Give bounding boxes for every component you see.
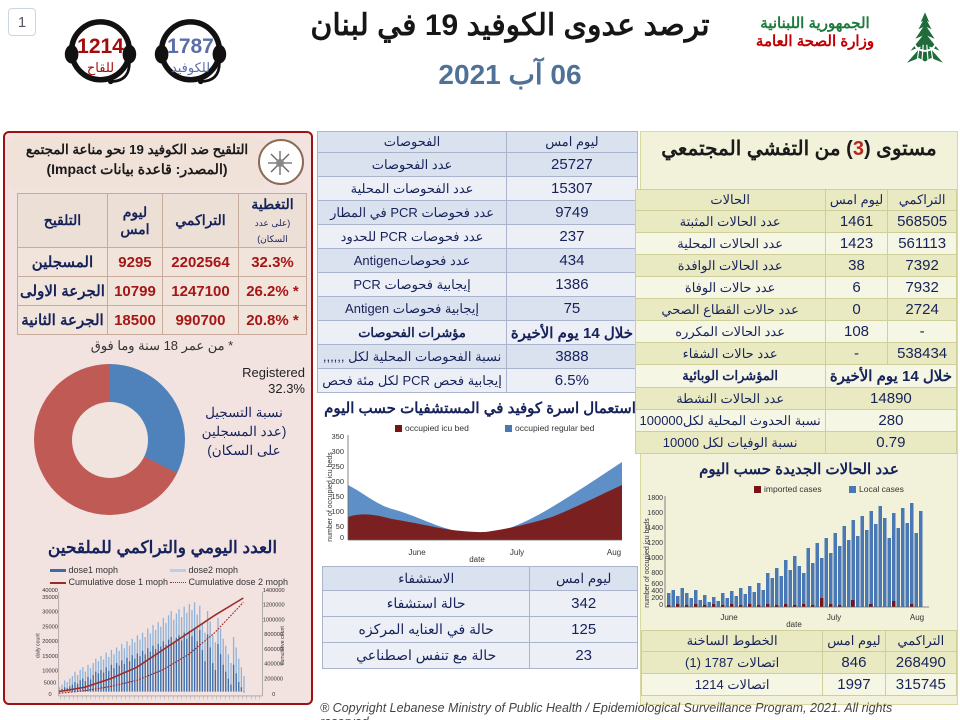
svg-text:occupied regular bed: occupied regular bed bbox=[515, 423, 595, 433]
svg-text:1800: 1800 bbox=[647, 495, 663, 502]
svg-text:number of occupied icu beds: number of occupied icu beds bbox=[327, 452, 334, 542]
svg-text:15000: 15000 bbox=[42, 654, 58, 660]
svg-text:Local cases: Local cases bbox=[859, 484, 904, 494]
svg-text:800: 800 bbox=[651, 570, 663, 577]
svg-text:20000: 20000 bbox=[42, 639, 58, 645]
svg-text:25000: 25000 bbox=[42, 624, 58, 630]
svg-text:10000: 10000 bbox=[42, 669, 58, 675]
svg-text:1400000: 1400000 bbox=[263, 588, 285, 594]
svg-text:date: date bbox=[469, 555, 485, 562]
svg-text:30000: 30000 bbox=[42, 610, 58, 616]
svg-text:July: July bbox=[510, 548, 524, 557]
svg-text:40000: 40000 bbox=[42, 588, 58, 594]
svg-text:Aug: Aug bbox=[910, 613, 924, 622]
svg-text:600: 600 bbox=[651, 581, 663, 588]
svg-text:July: July bbox=[827, 613, 841, 622]
svg-text:0: 0 bbox=[659, 602, 663, 609]
svg-text:400: 400 bbox=[651, 588, 663, 595]
svg-text:350: 350 bbox=[331, 432, 344, 441]
svg-text:imported cases: imported cases bbox=[764, 484, 822, 494]
svg-text:5000: 5000 bbox=[44, 681, 57, 687]
svg-text:0: 0 bbox=[340, 533, 344, 542]
svg-text:35000: 35000 bbox=[42, 595, 58, 601]
svg-text:number of occupied icu beds: number of occupied icu beds bbox=[644, 518, 651, 608]
svg-text:1000000: 1000000 bbox=[263, 617, 285, 623]
svg-text:daily count: daily count bbox=[36, 633, 42, 658]
svg-text:cumulative count: cumulative count bbox=[280, 626, 286, 665]
svg-text:50: 50 bbox=[336, 522, 344, 531]
svg-text:1200000: 1200000 bbox=[263, 603, 285, 609]
svg-text:date: date bbox=[786, 620, 802, 628]
svg-text:0: 0 bbox=[48, 692, 51, 698]
svg-text:June: June bbox=[720, 613, 738, 622]
svg-text:200: 200 bbox=[651, 595, 663, 602]
svg-text:occupied icu bed: occupied icu bed bbox=[405, 423, 469, 433]
svg-text:0: 0 bbox=[272, 692, 275, 698]
svg-text:June: June bbox=[408, 548, 426, 557]
svg-text:200000: 200000 bbox=[264, 676, 283, 682]
svg-text:Aug: Aug bbox=[607, 548, 621, 557]
svg-text:1600: 1600 bbox=[647, 510, 663, 517]
